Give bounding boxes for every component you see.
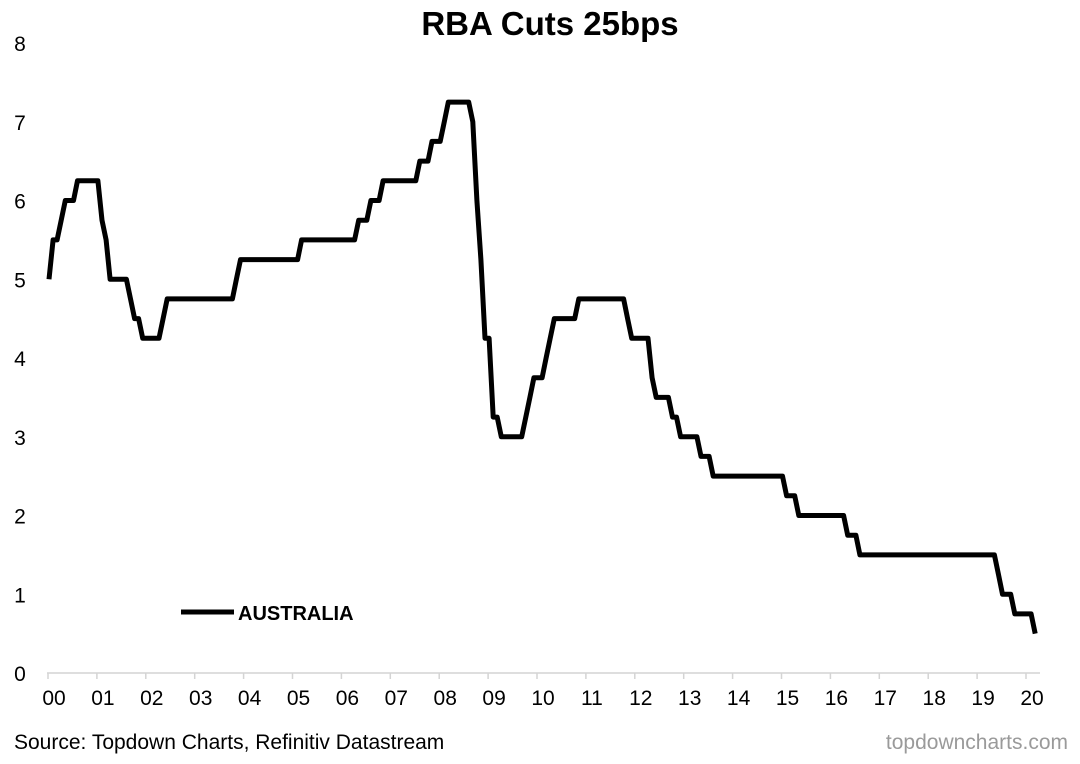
series-line-australia: [46, 99, 1038, 635]
y-tick-label: 8: [14, 33, 26, 56]
x-tick-label: 16: [825, 687, 848, 710]
x-tick-label: 04: [238, 687, 262, 710]
x-tick-label: 08: [434, 687, 457, 710]
x-tick-label: 06: [336, 687, 359, 710]
brand-watermark: topdowncharts.com: [886, 731, 1068, 754]
x-tick-label: 19: [971, 687, 994, 710]
y-tick-label: 7: [14, 112, 26, 135]
x-tick-label: 01: [91, 687, 114, 710]
legend-label-australia: AUSTRALIA: [238, 603, 354, 625]
x-tick-label: 11: [581, 687, 603, 710]
x-tick-label: 05: [287, 687, 310, 710]
source-note: Source: Topdown Charts, Refinitiv Datast…: [14, 731, 444, 754]
chart-title: RBA Cuts 25bps: [421, 5, 678, 42]
y-tick-label: 3: [14, 427, 26, 450]
x-tick-label: 03: [189, 687, 212, 710]
x-tick-label: 17: [874, 687, 897, 710]
y-tick-label: 2: [14, 506, 26, 529]
x-tick-label: 02: [140, 687, 163, 710]
y-tick-label: 0: [14, 663, 26, 686]
x-tick-label: 10: [531, 687, 554, 710]
y-tick-label: 4: [14, 348, 26, 371]
x-tick-label: 14: [727, 687, 751, 710]
y-tick-label: 1: [14, 584, 26, 607]
x-tick-label: 13: [678, 687, 701, 710]
y-tick-label: 5: [14, 269, 26, 292]
y-tick-label: 6: [14, 191, 26, 214]
x-tick-label: 18: [923, 687, 946, 710]
x-tick-label: 00: [42, 687, 65, 710]
x-tick-label: 09: [482, 687, 505, 710]
x-tick-label: 07: [385, 687, 408, 710]
x-tick-label: 15: [776, 687, 799, 710]
x-tick-label: 20: [1020, 687, 1043, 710]
x-tick-label: 12: [629, 687, 652, 710]
